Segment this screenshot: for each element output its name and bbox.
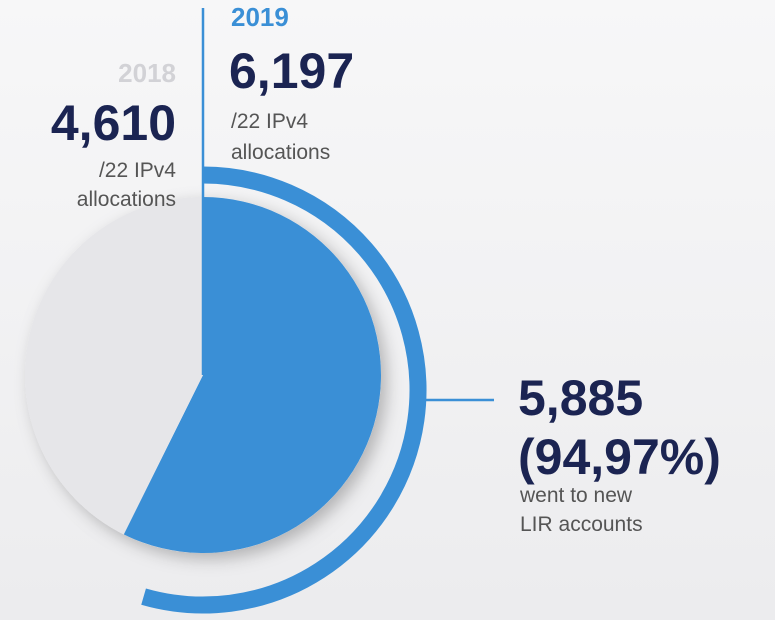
value-label: 6,197 [229,43,354,99]
pie-slice [25,197,203,535]
annotation-percent: (94,97%) [518,429,721,485]
caption: /22 IPv4 [231,110,308,133]
value-label: 4,610 [51,95,176,151]
year-label: 2018 [118,58,176,88]
annotation-value: 5,885 [518,370,643,426]
annotation-text: went to new [519,484,633,507]
arc [141,166,427,614]
caption: allocations [77,188,176,211]
caption: /22 IPv4 [99,159,176,182]
caption: allocations [231,141,330,164]
annotation-text: LIR accounts [520,513,643,536]
year-label: 2019 [231,2,289,32]
pie-slice [123,197,382,553]
